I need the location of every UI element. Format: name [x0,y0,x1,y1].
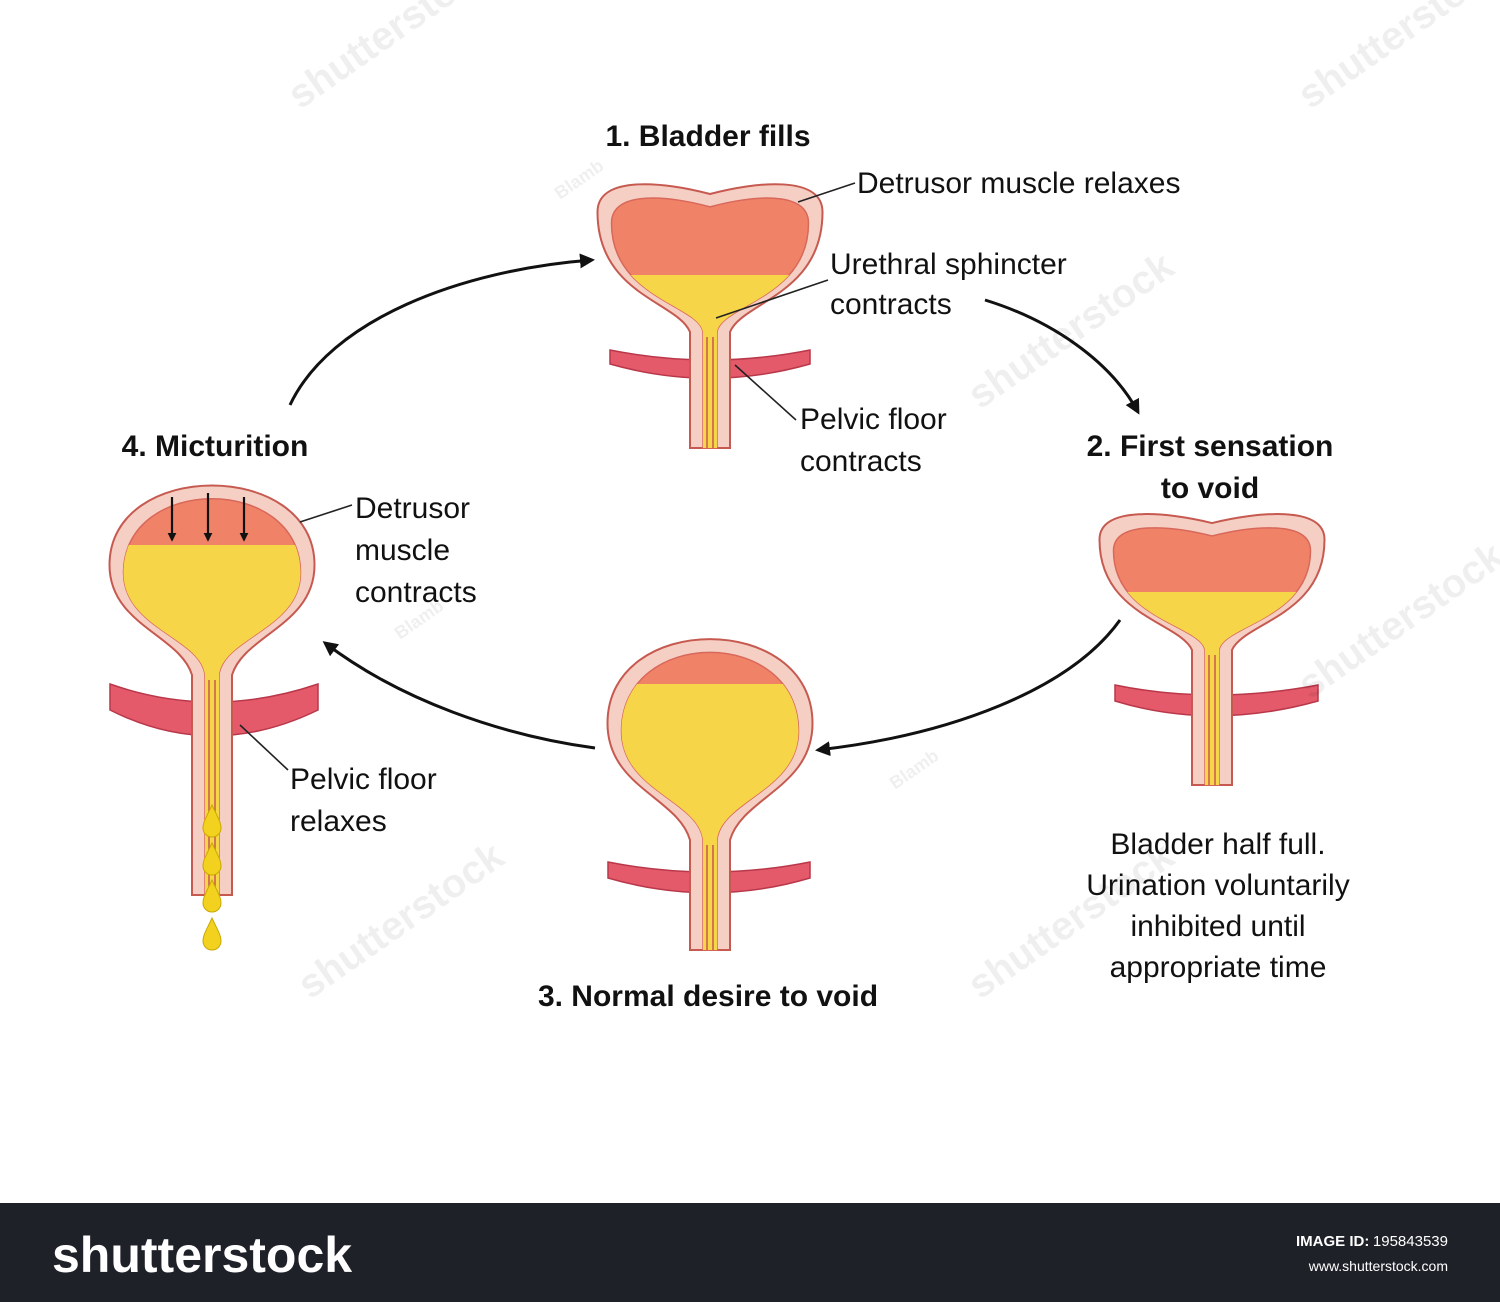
label: Detrusor [355,492,470,525]
stage-title: 3. Normal desire to void [538,980,878,1013]
label: relaxes [290,805,387,838]
bladders [108,183,1326,951]
arrow [815,619,1122,757]
label: Urethral sphincter [830,248,1067,281]
leader [734,364,797,421]
stage-title: 2. First sensation [1087,430,1334,463]
leader [299,504,353,523]
urethra [706,337,714,448]
leader-lines [239,182,856,771]
watermark: shutterstock [280,0,502,117]
arrow [322,641,596,750]
leader [239,724,289,771]
image-id-label: IMAGE ID: [1296,1233,1369,1250]
cycle-arrows [288,253,1140,757]
drop [202,803,222,838]
arrow [288,253,595,406]
label: muscle [355,534,450,567]
watermark: Blamb [886,745,943,793]
urethra [706,845,714,950]
label: contracts [355,576,477,609]
drop [202,916,222,951]
stage-title: 4. Micturition [122,430,309,463]
labels: 1. Bladder fills Detrusor muscle relaxes U… [122,120,1350,1013]
drop [202,841,222,876]
label: inhibited until [1130,910,1305,943]
label: Pelvic floor [800,403,947,436]
arrow [984,298,1140,415]
drop [202,878,222,913]
urethra [1208,655,1216,785]
label: Detrusor muscle relaxes [857,167,1180,200]
label: Pelvic floor [290,763,437,796]
drops [202,803,222,951]
watermark: shutterstock [290,833,512,1007]
image-id: 195843539 [1373,1233,1448,1250]
label: appropriate time [1110,951,1327,984]
footer-url: www.shutterstock.com [1308,1258,1448,1274]
watermark: Blamb [551,155,608,203]
leader [715,279,829,319]
footer-logo: shutterstock [52,1227,352,1283]
leader [797,182,856,203]
watermark: shutterstock [1290,0,1500,117]
bladder [606,638,814,951]
label: Bladder half full. [1110,828,1325,861]
label: Urination voluntarily [1086,869,1349,902]
urine [621,684,799,950]
label: contracts [800,445,922,478]
contraction-arrows [167,493,249,542]
footer-bar [0,1203,1500,1302]
label: contracts [830,288,952,321]
stage-title: to void [1161,472,1259,505]
stage-title: 1. Bladder fills [605,120,810,153]
